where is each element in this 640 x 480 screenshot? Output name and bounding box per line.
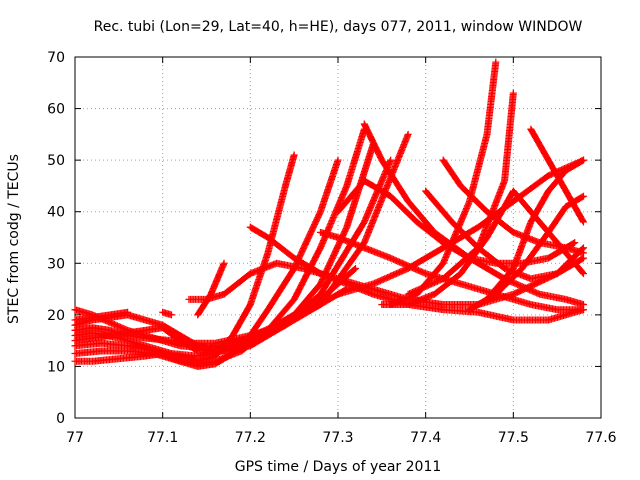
series-markers <box>71 264 360 355</box>
y-tick-label: 50 <box>47 153 65 169</box>
series-arc10 <box>159 308 175 319</box>
series-markers <box>466 192 587 314</box>
x-tick-label: 77.4 <box>410 430 441 446</box>
series-arc22 <box>422 187 587 283</box>
series-arc23 <box>466 192 587 314</box>
plot-frame <box>74 56 602 419</box>
x-tick-label: 77.2 <box>235 430 266 446</box>
y-tick-label: 70 <box>47 50 65 66</box>
series-markers <box>71 308 132 324</box>
x-axis-label: GPS time / Days of year 2011 <box>235 459 442 475</box>
y-tick-label: 60 <box>47 102 65 118</box>
x-tick-label: 77.5 <box>498 430 529 446</box>
series-markers <box>404 89 517 298</box>
y-tick-label: 30 <box>47 256 65 272</box>
series-arc9 <box>71 308 132 324</box>
x-tick-label: 77.6 <box>585 430 616 446</box>
y-tick-label: 20 <box>47 308 65 324</box>
series-markers <box>246 223 587 324</box>
y-tick-label: 0 <box>56 411 65 427</box>
x-tick-label: 77 <box>66 430 84 446</box>
series-markers <box>159 308 175 319</box>
x-tick-label: 77.1 <box>147 430 178 446</box>
series-arc25 <box>483 156 587 303</box>
axes: 77 77.1 77.2 77.3 77.4 77.5 77.6 0 10 20 30 40 50 60 7… <box>47 50 617 446</box>
y-tick-label: 40 <box>47 205 65 221</box>
series-arc13 <box>246 223 587 324</box>
series-markers <box>194 259 228 319</box>
series-arc12 <box>194 259 228 319</box>
series-markers <box>422 187 587 283</box>
y-tick-label: 10 <box>47 359 65 375</box>
series-arc20 <box>404 89 517 298</box>
y-axis-label: STEC from codg / TECUs <box>6 154 22 324</box>
x-tick-label: 77.3 <box>322 430 353 446</box>
series-markers <box>483 156 587 303</box>
data-points <box>71 58 587 370</box>
chart-title: Rec. tubi (Lon=29, Lat=40, h=HE), days 0… <box>94 19 583 35</box>
series-arc7 <box>71 264 360 355</box>
